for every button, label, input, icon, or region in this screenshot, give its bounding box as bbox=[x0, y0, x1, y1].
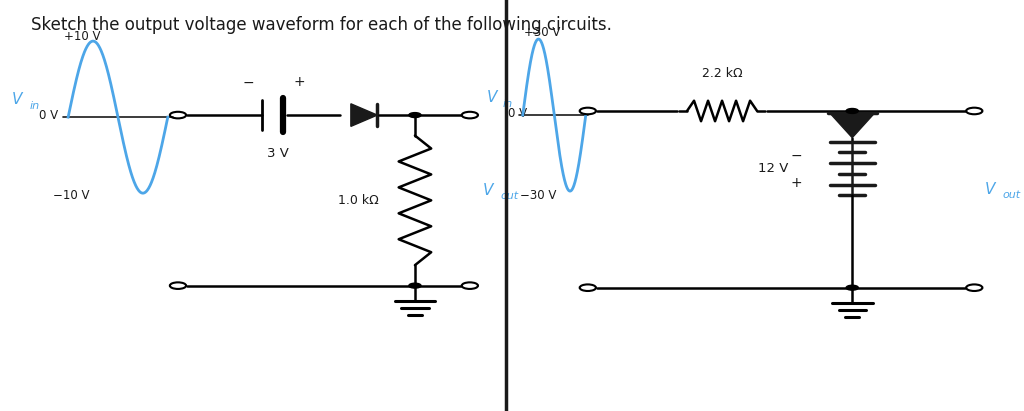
Text: +10 V: +10 V bbox=[65, 30, 100, 44]
Text: −: − bbox=[243, 75, 254, 90]
Text: in: in bbox=[30, 101, 40, 111]
Text: $V$: $V$ bbox=[482, 182, 496, 198]
Text: +: + bbox=[791, 176, 802, 190]
Circle shape bbox=[846, 285, 858, 290]
Text: 3 V: 3 V bbox=[266, 147, 289, 160]
Text: $V$: $V$ bbox=[984, 181, 997, 197]
Text: 0 V: 0 V bbox=[509, 106, 527, 120]
Circle shape bbox=[409, 113, 421, 118]
Text: Sketch the output voltage waveform for each of the following circuits.: Sketch the output voltage waveform for e… bbox=[31, 16, 611, 35]
Text: 2.2 kΩ: 2.2 kΩ bbox=[701, 67, 742, 80]
Text: 12 V: 12 V bbox=[758, 162, 788, 175]
Text: out: out bbox=[501, 191, 518, 201]
Polygon shape bbox=[351, 104, 377, 127]
Text: −30 V: −30 V bbox=[519, 189, 556, 202]
Text: +: + bbox=[293, 75, 305, 90]
Text: 0 V: 0 V bbox=[39, 109, 57, 122]
Text: −10 V: −10 V bbox=[53, 189, 89, 202]
Text: −: − bbox=[791, 149, 802, 163]
Text: $V$: $V$ bbox=[485, 89, 499, 104]
Text: +30 V: +30 V bbox=[523, 26, 560, 39]
Text: out: out bbox=[1002, 190, 1021, 200]
Text: in: in bbox=[503, 99, 513, 109]
Circle shape bbox=[409, 283, 421, 288]
Text: $V$: $V$ bbox=[10, 91, 24, 106]
Text: 1.0 kΩ: 1.0 kΩ bbox=[338, 194, 378, 207]
Polygon shape bbox=[829, 113, 874, 138]
Circle shape bbox=[846, 109, 858, 113]
